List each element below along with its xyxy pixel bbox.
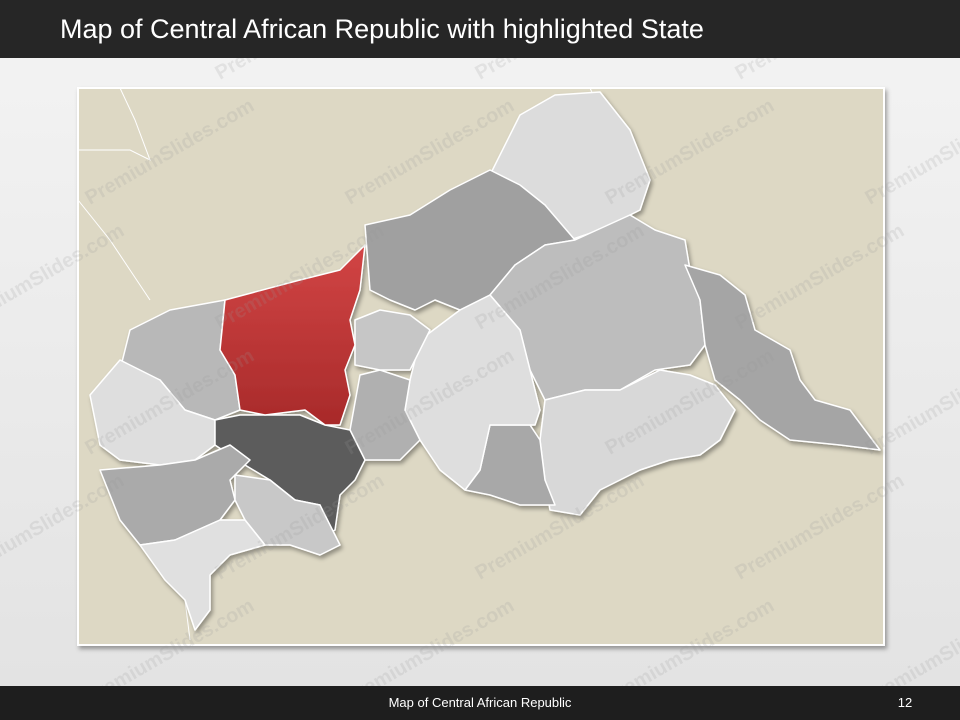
footer-text: Map of Central African Republic [388, 695, 572, 710]
region [684, 264, 881, 451]
region [99, 444, 251, 546]
region [214, 414, 366, 536]
slide-title: Map of Central African Republic with hig… [60, 14, 704, 44]
regions [89, 91, 881, 631]
highlighted-region [219, 244, 366, 426]
region [139, 519, 266, 631]
borders [77, 87, 601, 641]
page-number: 12 [897, 695, 913, 710]
footer-bar: Map of Central African Republic 12 [0, 686, 960, 720]
header-bar: Map of Central African Republic with hig… [0, 0, 960, 58]
region [354, 309, 431, 371]
region [234, 474, 341, 556]
